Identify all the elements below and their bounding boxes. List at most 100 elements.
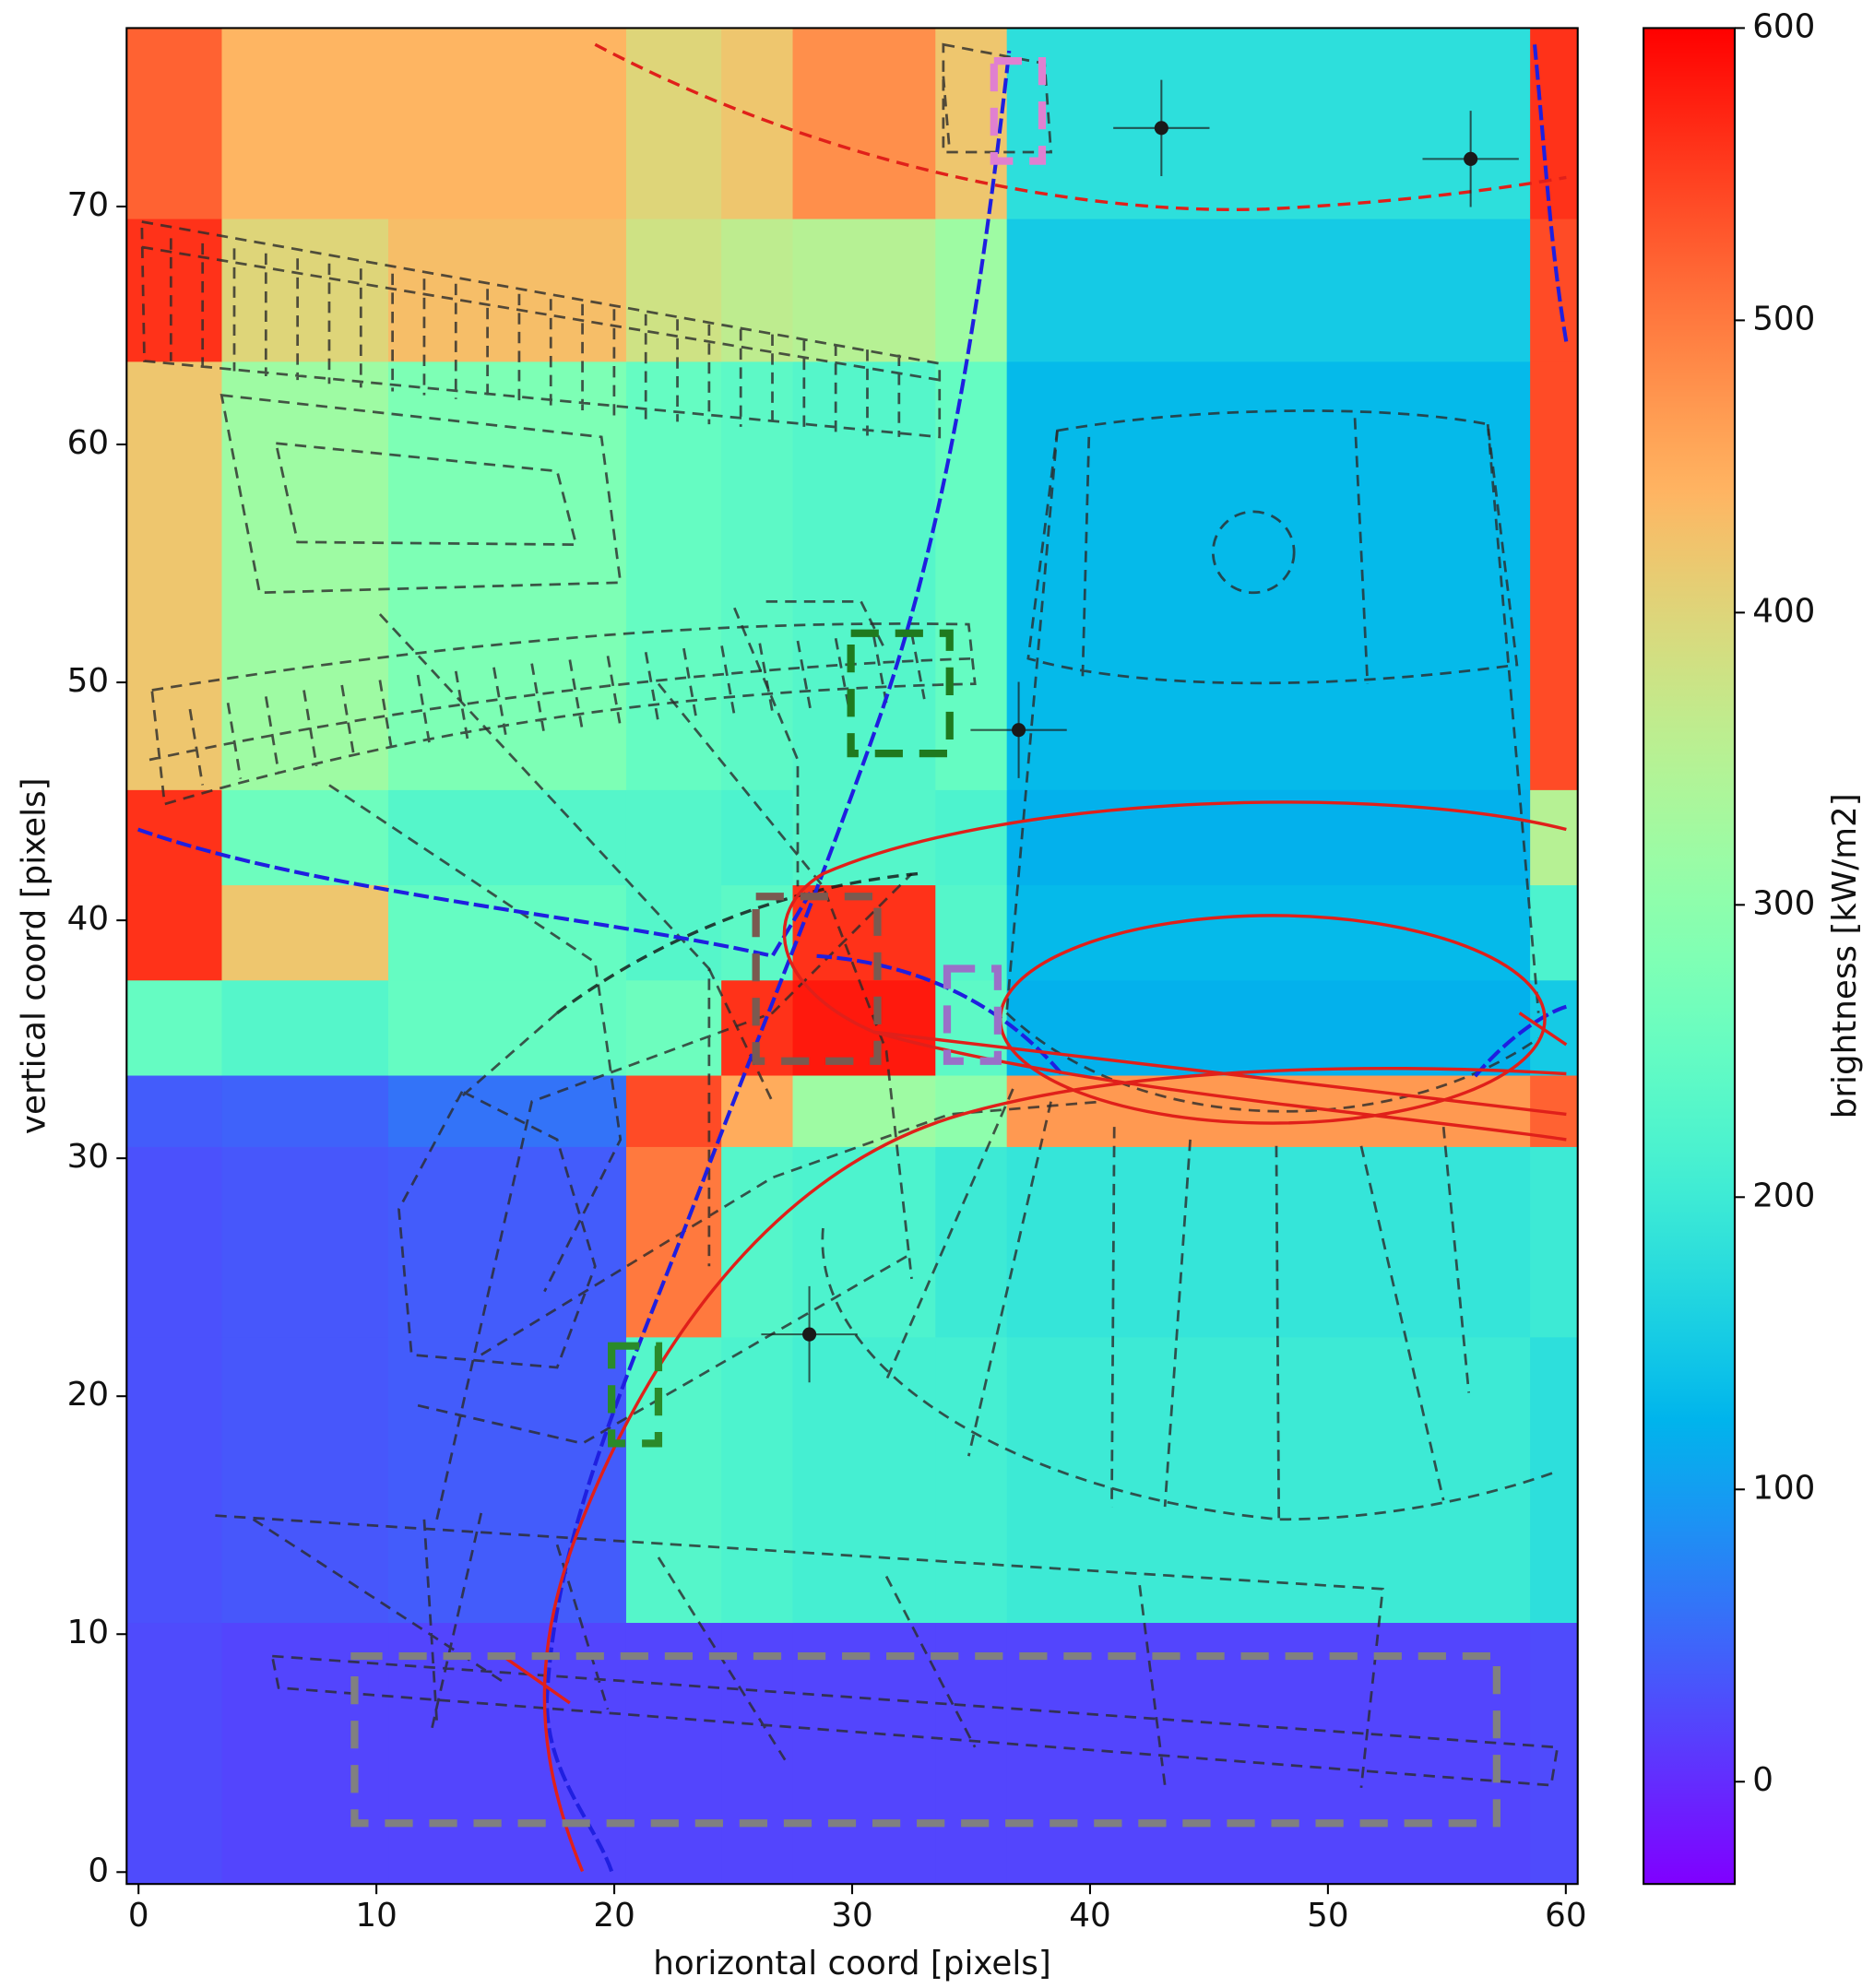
colorbar-tick-label: 0 bbox=[1752, 1761, 1773, 1799]
heatmap-cell bbox=[1006, 979, 1531, 1076]
point bbox=[1012, 723, 1026, 738]
heatmap-cell bbox=[126, 1336, 223, 1624]
outline bbox=[140, 219, 942, 439]
x-tick-label: 40 bbox=[1069, 1897, 1110, 1935]
heatmap-cell bbox=[221, 1074, 389, 1147]
heatmap-cell bbox=[221, 1622, 389, 1885]
overlay bbox=[136, 42, 1569, 1873]
colorbar-tick-label: 300 bbox=[1752, 884, 1815, 922]
heatmap-cell bbox=[792, 1146, 936, 1338]
heatmap-cell bbox=[1530, 1146, 1579, 1338]
outline bbox=[942, 42, 1053, 154]
curve bbox=[816, 44, 1569, 1078]
heatmap-cell bbox=[792, 361, 936, 790]
heatmap-cell bbox=[792, 789, 936, 886]
heatmap-cell bbox=[1006, 789, 1531, 886]
heatmap-cell bbox=[221, 884, 389, 981]
heatmap-cell bbox=[1006, 361, 1531, 790]
x-tick-label: 10 bbox=[355, 1897, 397, 1935]
heatmap-cell bbox=[792, 1074, 936, 1147]
heatmap-cell bbox=[792, 884, 936, 981]
colorbar bbox=[1643, 27, 1737, 1886]
heatmap-cell bbox=[1530, 789, 1579, 886]
heatmap-cell bbox=[221, 979, 389, 1076]
heatmap-cell bbox=[221, 1336, 389, 1624]
y-tick-label: 70 bbox=[67, 186, 109, 224]
heatmap-cell bbox=[1006, 884, 1531, 981]
colorbar-label: brightness [kW/m2] bbox=[1826, 793, 1864, 1118]
heatmap-cell bbox=[388, 1336, 627, 1624]
heatmap-cell bbox=[1006, 28, 1531, 219]
heatmap-cell bbox=[221, 361, 389, 790]
heatmap-cell bbox=[1006, 218, 1531, 362]
outline bbox=[556, 871, 919, 1014]
heatmap-cell bbox=[388, 1074, 627, 1147]
curve bbox=[594, 42, 1567, 211]
heatmap-cell bbox=[221, 789, 389, 886]
point bbox=[802, 1327, 817, 1342]
heatmap-cell bbox=[935, 218, 1008, 362]
heatmap bbox=[126, 28, 1579, 1885]
heatmap-cell bbox=[126, 218, 223, 362]
point bbox=[1464, 151, 1478, 166]
outline bbox=[1026, 409, 1519, 685]
heatmap-cell bbox=[792, 1336, 936, 1624]
heatmap-cell bbox=[126, 361, 223, 790]
region-box bbox=[990, 56, 1047, 165]
x-tick-label: 50 bbox=[1307, 1897, 1348, 1935]
heatmap-cell bbox=[126, 1074, 223, 1147]
x-tick-label: 30 bbox=[831, 1897, 872, 1935]
heatmap-cell bbox=[1006, 1336, 1531, 1624]
y-tick-label: 60 bbox=[67, 424, 109, 462]
y-tick-label: 50 bbox=[67, 662, 109, 700]
outline bbox=[148, 622, 977, 806]
heatmap-cell bbox=[935, 1146, 1008, 1338]
heatmap-cell bbox=[221, 1146, 389, 1338]
axes: 0 10 20 30 40 50 60010203040506070010020030040… bbox=[67, 7, 1816, 1934]
heatmap-cell bbox=[625, 361, 722, 790]
heatmap-cell bbox=[625, 979, 722, 1076]
heatmap-cell bbox=[935, 789, 1008, 886]
heatmap-cell bbox=[126, 1146, 223, 1338]
x-tick-label: 20 bbox=[593, 1897, 635, 1935]
heatmap-cell bbox=[721, 1622, 794, 1885]
heatmap-cell bbox=[1006, 1146, 1531, 1338]
outline bbox=[219, 394, 623, 595]
x-axis-label: horizontal coord [pixels] bbox=[653, 1945, 1051, 1982]
heatmap-cell bbox=[1530, 361, 1579, 790]
heatmap-cell bbox=[625, 218, 722, 362]
heatmap-cell bbox=[388, 1622, 627, 1885]
heatmap-cell bbox=[1530, 28, 1579, 219]
heatmap-cell bbox=[126, 789, 223, 886]
colorbar-tick-label: 500 bbox=[1752, 300, 1815, 337]
point bbox=[1154, 121, 1168, 136]
curve bbox=[505, 1012, 1568, 1873]
heatmap-cell bbox=[625, 1146, 722, 1338]
heatmap-cell bbox=[221, 218, 389, 362]
heatmap-cell bbox=[388, 884, 627, 981]
heatmap-cell bbox=[388, 361, 627, 790]
outline bbox=[1211, 510, 1296, 595]
outline bbox=[657, 682, 1559, 1521]
points bbox=[761, 79, 1519, 1383]
heatmap-cell bbox=[1530, 218, 1579, 362]
heatmap-cell bbox=[625, 1622, 722, 1885]
y-tick-label: 20 bbox=[67, 1376, 109, 1414]
region-box bbox=[943, 964, 1002, 1065]
heatmap-cell bbox=[1530, 1336, 1579, 1624]
y-tick-label: 40 bbox=[67, 900, 109, 938]
region-box bbox=[608, 1342, 663, 1448]
heatmap-cell bbox=[388, 1146, 627, 1338]
heatmap-cell bbox=[388, 979, 627, 1076]
heatmap-cell bbox=[625, 28, 722, 219]
heatmap-cell bbox=[1530, 884, 1579, 981]
heatmap-cell bbox=[625, 1074, 722, 1147]
curve bbox=[782, 800, 1567, 1142]
heatmap-cell bbox=[721, 1336, 794, 1624]
y-tick-label: 0 bbox=[88, 1852, 109, 1889]
heatmap-cell bbox=[625, 789, 722, 886]
heatmap-cell bbox=[388, 218, 627, 362]
heatmap-cell bbox=[935, 1622, 1008, 1885]
